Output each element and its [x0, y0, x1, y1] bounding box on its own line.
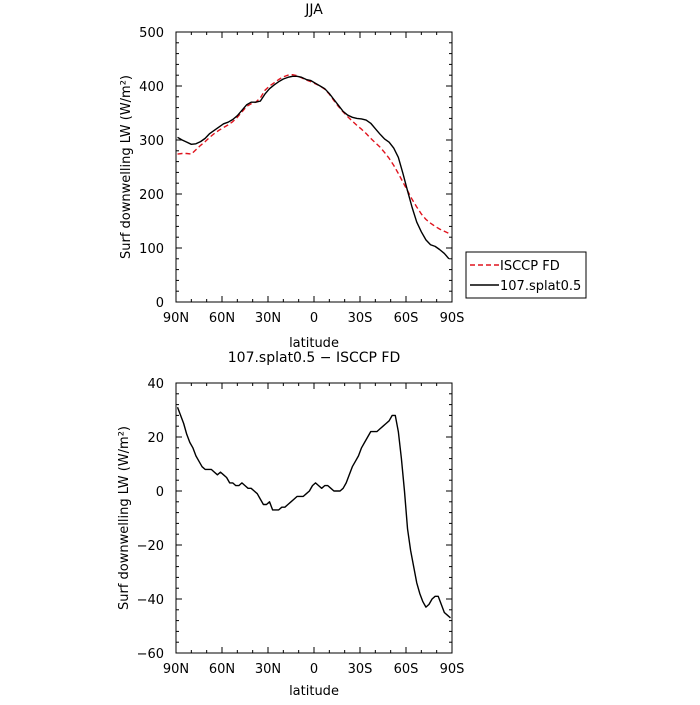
- bottom-x-tick-label: 90S: [440, 662, 465, 677]
- top-x-axis-label: latitude: [289, 336, 339, 351]
- bottom-y-tick-label: −60: [137, 647, 164, 662]
- top-y-tick-label: 400: [139, 80, 164, 95]
- legend-label-isccp: ISCCP FD: [500, 259, 560, 274]
- bottom-x-tick-label: 60N: [209, 662, 235, 677]
- bottom-y-tick-label: −20: [137, 539, 164, 554]
- top-x-tick-label: 60S: [394, 311, 419, 326]
- top-x-tick-label: 60N: [209, 311, 235, 326]
- legend-box: [465, 251, 587, 299]
- top-legend: ISCCP FD 107.splat0.5: [465, 251, 587, 299]
- bottom-y-tick-label: −40: [137, 593, 164, 608]
- top-chart-title: JJA: [304, 2, 323, 18]
- top-y-axis-label: Surf downwelling LW (W/m²): [119, 75, 134, 259]
- top-y-tick-label: 200: [139, 188, 164, 203]
- top-plot-frame: [175, 31, 453, 303]
- bottom-x-tick-label: 90N: [163, 662, 189, 677]
- bottom-y-tick-label: 40: [147, 377, 164, 392]
- top-panel: JJA 90N 60N 30N 0 30S 60S 90S0100200300400500 …: [119, 2, 464, 351]
- top-x-tick-label: 90S: [440, 311, 465, 326]
- legend-label-model: 107.splat0.5: [500, 279, 581, 294]
- bottom-y-axis-label: Surf downwelling LW (W/m²): [117, 426, 132, 610]
- bottom-y-tick-label: 0: [156, 485, 164, 500]
- top-y-tick-label: 500: [139, 26, 164, 41]
- bottom-chart-title: 107.splat0.5 − ISCCP FD: [228, 350, 401, 366]
- bottom-x-tick-label: 30S: [348, 662, 373, 677]
- top-x-tick-label: 90N: [163, 311, 189, 326]
- top-x-tick-label: 0: [310, 311, 318, 326]
- bottom-series-line-0: [176, 407, 451, 619]
- bottom-panel: 107.splat0.5 − ISCCP FD 90N 60N 30N 0 30S 60S…: [117, 350, 464, 699]
- top-y-tick-label: 100: [139, 242, 164, 257]
- top-y-tick-label: 300: [139, 134, 164, 149]
- top-series-line-1: [177, 75, 450, 260]
- bottom-x-axis-label: latitude: [289, 684, 339, 699]
- bottom-x-tick-label: 0: [310, 662, 318, 677]
- bottom-x-tick-label: 30N: [255, 662, 281, 677]
- bottom-y-tick-label: 20: [147, 431, 164, 446]
- top-series-line-0: [177, 73, 450, 235]
- top-x-tick-label: 30N: [255, 311, 281, 326]
- top-y-tick-label: 0: [156, 296, 164, 311]
- bottom-plot-frame: [175, 382, 453, 654]
- top-x-tick-label: 30S: [348, 311, 373, 326]
- bottom-x-tick-label: 60S: [394, 662, 419, 677]
